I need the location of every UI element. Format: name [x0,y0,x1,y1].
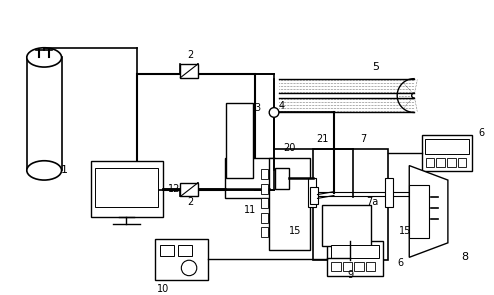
Circle shape [269,108,279,117]
Text: 6: 6 [479,128,485,138]
Bar [308,178,316,207]
Bar [226,103,253,178]
Ellipse shape [27,48,62,67]
Bar [180,64,198,78]
Bar [331,245,379,258]
Text: 8: 8 [462,252,469,262]
Text: 20: 20 [283,143,296,153]
Bar [269,158,310,250]
Text: 2: 2 [187,50,193,60]
Bar [225,158,275,199]
Bar [261,199,268,208]
Bar [354,262,364,271]
Text: 15: 15 [289,226,301,236]
Bar [385,178,393,207]
Bar [313,149,388,260]
Text: 6: 6 [398,258,404,268]
Ellipse shape [27,161,62,180]
Bar [261,184,268,194]
Bar [366,262,375,271]
Text: 2: 2 [187,197,193,207]
Text: 11: 11 [244,205,256,215]
Bar [422,135,472,171]
Bar [436,158,445,167]
Bar [160,245,173,256]
Text: 7: 7 [360,135,366,145]
Bar [457,158,466,167]
Bar [310,187,318,204]
Bar [275,168,288,189]
Bar [261,227,268,237]
Bar [331,262,341,271]
Bar [409,185,429,238]
Bar [155,239,208,280]
Text: 4: 4 [279,101,285,111]
Bar [327,241,383,276]
Bar [180,183,198,196]
Bar [426,158,434,167]
Bar [447,158,455,167]
Bar [261,213,268,222]
Text: 12: 12 [168,184,181,194]
Text: 1: 1 [61,165,68,176]
Bar [27,58,62,171]
Text: 3: 3 [254,103,261,113]
Text: 9: 9 [347,270,353,280]
Polygon shape [409,165,448,257]
Bar [261,169,268,179]
Text: 5: 5 [372,62,379,72]
Bar [425,139,469,154]
Text: 15: 15 [399,226,412,236]
Bar [95,168,158,207]
Text: 10: 10 [157,284,169,294]
Bar [178,245,192,256]
Text: 21: 21 [316,135,329,145]
Bar [343,262,352,271]
Bar [90,161,163,217]
Bar [137,74,255,190]
Bar [322,205,370,246]
Text: 7a: 7a [367,197,379,207]
Circle shape [181,260,197,276]
